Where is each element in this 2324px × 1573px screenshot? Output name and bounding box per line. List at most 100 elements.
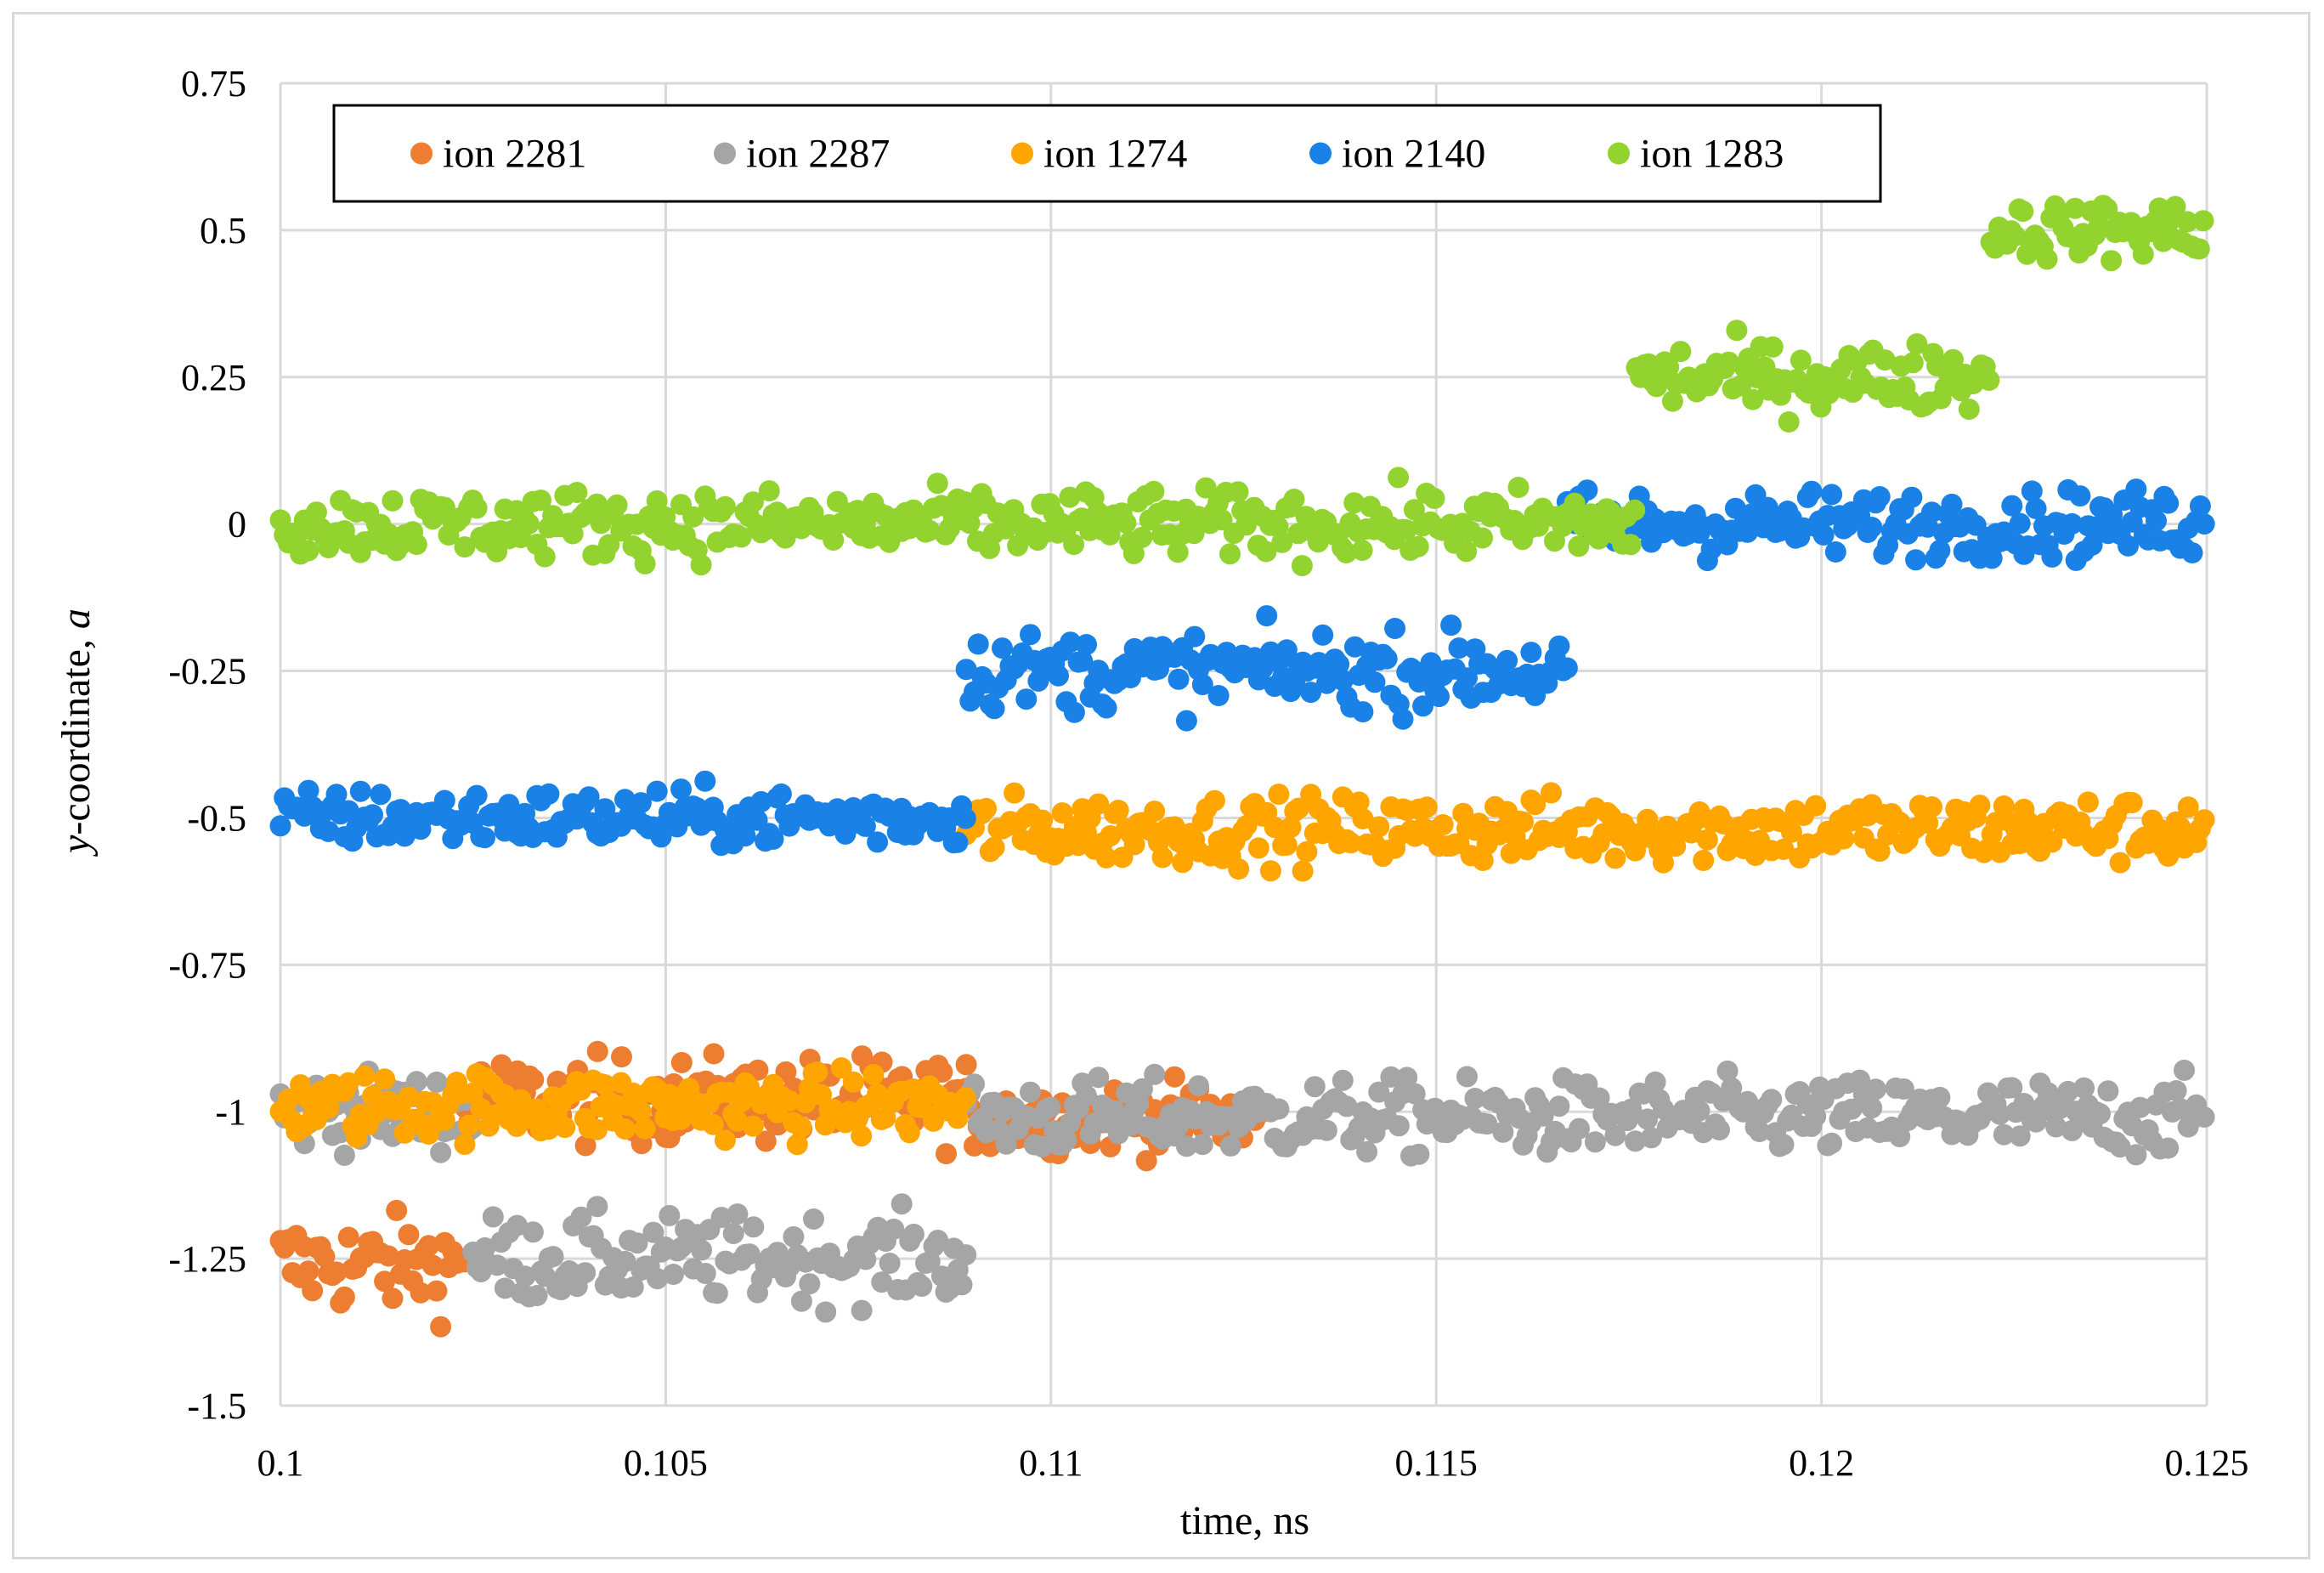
data-point [670, 1108, 692, 1130]
legend-marker [714, 142, 736, 165]
data-point [1548, 1095, 1570, 1118]
data-point [297, 1260, 319, 1282]
data-point [954, 807, 976, 829]
data-point [606, 494, 628, 516]
data-point [1135, 1150, 1157, 1172]
data-point [474, 1236, 496, 1259]
data-point [758, 480, 780, 502]
data-point [1644, 1071, 1666, 1093]
data-point [2192, 210, 2214, 232]
data-point [393, 825, 416, 847]
data-point [1122, 542, 1145, 564]
data-point [1259, 860, 1281, 882]
x-tick-label: 0.12 [1789, 1442, 1854, 1484]
data-point [2121, 792, 2143, 813]
data-point [842, 1071, 864, 1093]
data-point [1568, 535, 1590, 557]
data-point [277, 1088, 299, 1110]
data-point [1403, 499, 1425, 521]
data-point [482, 1206, 504, 1228]
data-point [1658, 356, 1680, 378]
data-point [663, 1264, 684, 1285]
data-point [382, 489, 404, 512]
data-point [2157, 845, 2180, 867]
data-point [2109, 1136, 2131, 1158]
data-point [1032, 1135, 1054, 1157]
data-point [1268, 784, 1290, 806]
data-point [1901, 486, 1923, 508]
data-point [586, 493, 608, 515]
data-point [2181, 542, 2203, 563]
data-point [1228, 858, 1250, 880]
data-point [2021, 480, 2043, 502]
data-point [815, 1301, 837, 1323]
data-point [2057, 1080, 2079, 1102]
data-point [1456, 1066, 1478, 1088]
axes [279, 83, 2207, 1407]
data-point [1368, 816, 1390, 838]
data-point [955, 1054, 977, 1076]
data-point [1969, 795, 1991, 817]
data-point [398, 1224, 420, 1246]
data-point [1576, 479, 1598, 501]
data-point [1364, 671, 1386, 693]
data-point [586, 1118, 608, 1140]
data-point [1709, 1119, 1730, 1140]
data-point [1168, 668, 1190, 690]
data-point [646, 780, 668, 802]
data-point [823, 529, 845, 551]
data-point [730, 526, 752, 548]
data-point [2101, 250, 2123, 272]
data-point [410, 1282, 432, 1304]
data-point [1821, 484, 1843, 506]
data-point [1604, 847, 1626, 869]
data-point [1039, 1096, 1061, 1118]
data-point [297, 779, 319, 801]
data-point [983, 836, 1005, 858]
data-point [486, 1254, 508, 1276]
data-point [1696, 829, 1718, 851]
data-point [931, 1061, 953, 1083]
data-point [1020, 624, 1041, 646]
data-point [514, 1265, 536, 1287]
data-point [2177, 796, 2199, 818]
data-point [1264, 817, 1286, 839]
data-point [1368, 1081, 1390, 1103]
y-axis-title: y-coordinate, a [54, 608, 99, 857]
data-point [522, 1221, 544, 1243]
data-point [947, 1107, 969, 1129]
data-point [318, 1097, 340, 1119]
data-point [1833, 828, 1855, 850]
data-point [1841, 1098, 1863, 1120]
data-point [1620, 534, 1642, 556]
data-point [891, 1193, 913, 1215]
data-point [702, 1113, 724, 1135]
data-point [325, 784, 348, 806]
data-point [1640, 1127, 1662, 1149]
data-point [2088, 214, 2110, 236]
data-point [1670, 341, 1692, 363]
data-point [314, 1246, 336, 1268]
data-point [871, 1271, 893, 1293]
data-point [1280, 817, 1302, 838]
data-point [1993, 1123, 2015, 1146]
data-point [1328, 654, 1350, 676]
series-ion-1274 [269, 782, 2215, 1156]
data-point [433, 789, 455, 812]
data-point [926, 472, 948, 495]
data-point [1207, 685, 1230, 706]
data-point [349, 780, 371, 802]
data-point [1343, 492, 1366, 514]
data-point [2001, 495, 2023, 517]
data-point [1726, 320, 1748, 342]
data-point [1072, 650, 1094, 672]
data-point [1356, 1140, 1378, 1163]
data-point [1332, 1069, 1354, 1091]
data-point [1048, 665, 1069, 687]
data-point [2125, 478, 2147, 501]
data-point [1978, 369, 2000, 391]
data-point [2118, 535, 2139, 557]
data-point [458, 1114, 480, 1136]
data-point [647, 1268, 669, 1290]
data-point [362, 804, 383, 826]
